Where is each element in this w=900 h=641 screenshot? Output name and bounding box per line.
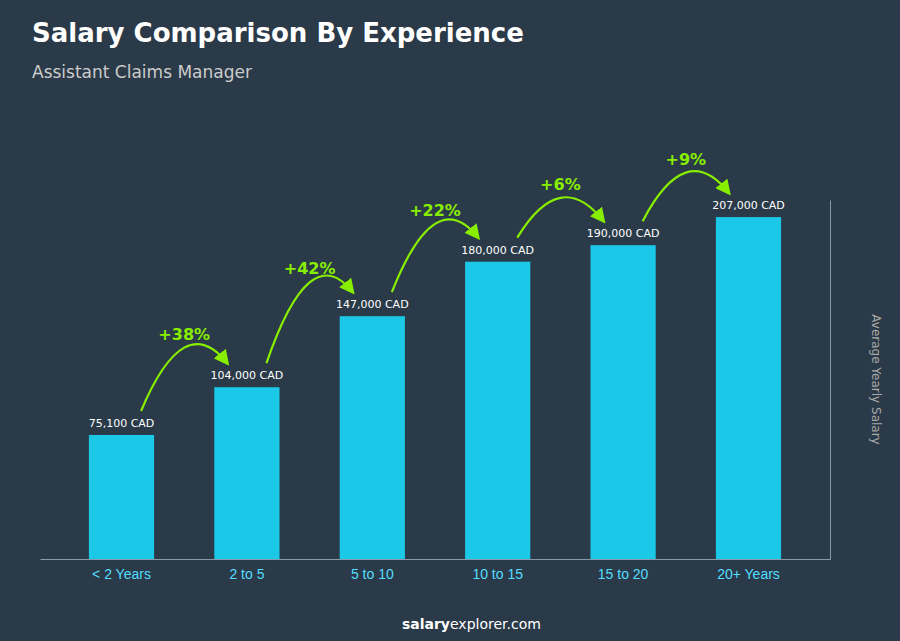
bar — [716, 217, 781, 559]
y-axis-line — [830, 201, 831, 560]
annotations: 75,100 CAD 104,000 CAD 147,000 CAD 180,000 … — [89, 150, 785, 430]
footer: salary — [402, 616, 450, 632]
x-tick: < 2 Years — [92, 566, 151, 582]
subtitle: Assistant Claims Manager — [32, 62, 252, 82]
x-axis-line — [41, 559, 831, 560]
data-label: 75,100 CAD — [89, 417, 155, 430]
change-arrow — [517, 197, 603, 237]
change-label: +42% — [284, 259, 336, 278]
data-label: 104,000 CAD — [211, 369, 284, 382]
x-tick-label: < 2 Years — [92, 566, 151, 582]
x-tick-label: 2 to 5 — [229, 566, 264, 582]
x-tick-label: 15 to 20 — [598, 566, 649, 582]
change-arrow — [392, 219, 478, 292]
x-tick: 5 to 10 — [351, 566, 394, 582]
y-axis — [830, 201, 831, 560]
plot: < 2 Years 2 to 5 5 to 10 10 to 15 15 to 20 20… — [41, 150, 831, 582]
bar — [590, 245, 655, 559]
change-arrow — [643, 171, 729, 221]
data-label: 180,000 CAD — [461, 244, 534, 257]
data-label: 190,000 CAD — [587, 227, 660, 240]
x-tick: 10 to 15 — [472, 566, 523, 582]
bar — [465, 262, 530, 559]
x-tick: 20+ Years — [717, 566, 780, 582]
background — [0, 0, 900, 641]
bars — [89, 217, 781, 559]
change-label: +38% — [158, 325, 210, 344]
x-tick: 2 to 5 — [229, 566, 264, 582]
change-label: +9% — [666, 150, 707, 169]
data-label: 147,000 CAD — [336, 298, 409, 311]
bar — [340, 316, 405, 559]
bar — [214, 387, 279, 559]
y-axis-title: Average Yearly Salary — [869, 314, 883, 444]
chart: Salary Comparison By Experience Assistant… — [0, 0, 900, 641]
change-label: +6% — [540, 175, 581, 194]
footer: explorer.com — [450, 616, 541, 632]
change-arrow — [266, 275, 352, 363]
x-tick-label: 20+ Years — [717, 566, 780, 582]
x-tick-label: 10 to 15 — [472, 566, 523, 582]
x-axis: < 2 Years 2 to 5 5 to 10 10 to 15 15 to 20 20… — [41, 560, 831, 582]
x-tick-label: 5 to 10 — [351, 566, 394, 582]
change-arrow — [141, 344, 227, 411]
bar — [89, 435, 154, 559]
title: Salary Comparison By Experience — [32, 18, 524, 48]
change-label: +22% — [409, 201, 461, 220]
data-label: 207,000 CAD — [712, 199, 785, 212]
x-tick: 15 to 20 — [598, 566, 649, 582]
